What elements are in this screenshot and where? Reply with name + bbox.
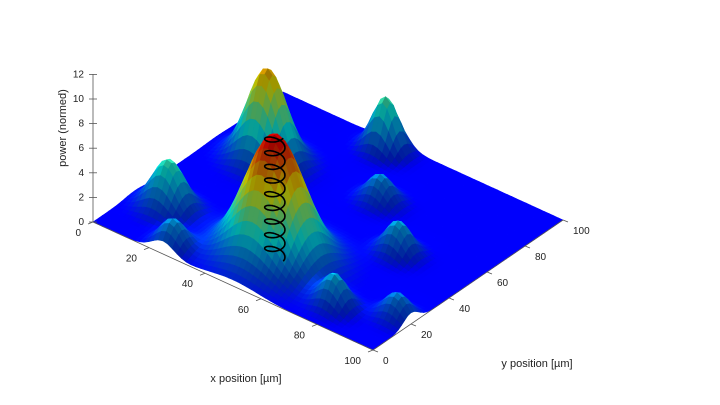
x-tick-label: 100	[344, 356, 361, 367]
x-tick-label: 60	[238, 305, 250, 316]
y-tick-label: 60	[497, 278, 509, 289]
y-tick	[562, 219, 569, 223]
x-tick	[255, 298, 262, 302]
y-tick-label: 80	[535, 252, 547, 263]
helix-coil	[263, 136, 286, 262]
y-tick	[486, 271, 493, 275]
helix-path	[263, 136, 286, 262]
x-tick	[311, 324, 318, 327]
x-tick	[87, 221, 94, 225]
z-tick-label: 0	[78, 217, 84, 228]
x-tick-label: 80	[294, 330, 306, 341]
z-tick-label: 4	[78, 168, 84, 179]
y-tick	[410, 323, 417, 327]
y-tick-label: 40	[459, 304, 471, 315]
z-tick-label: 10	[73, 94, 85, 105]
x-tick-label: 20	[126, 254, 138, 265]
z-tick-label: 12	[73, 69, 85, 80]
y-tick-label: 0	[383, 356, 389, 367]
x-tick	[143, 247, 150, 250]
z-tick-label: 6	[78, 143, 84, 154]
y-axis-label: y position [µm]	[501, 358, 572, 370]
y-axis-line	[372, 219, 564, 351]
x-tick-label: 0	[75, 228, 81, 239]
z-tick-label: 8	[78, 119, 84, 130]
y-tick	[372, 349, 379, 353]
y-tick-label: 100	[573, 226, 590, 237]
y-tick	[448, 297, 455, 301]
y-tick-label: 20	[421, 330, 433, 341]
x-axis-label: x position [µm]	[210, 373, 281, 385]
x-tick	[367, 349, 374, 353]
x-tick-label: 40	[182, 279, 194, 290]
y-tick	[524, 245, 531, 249]
x-tick	[199, 272, 206, 276]
axes: 0 2 4 6 8 10 12 0 20 40 60 80 100 0 20 40 60 80 100	[73, 69, 590, 367]
surface-mesh	[92, 68, 564, 351]
z-axis-label: power (normed)	[57, 89, 69, 167]
z-tick-label: 2	[78, 192, 84, 203]
x-axis-line	[92, 221, 374, 351]
